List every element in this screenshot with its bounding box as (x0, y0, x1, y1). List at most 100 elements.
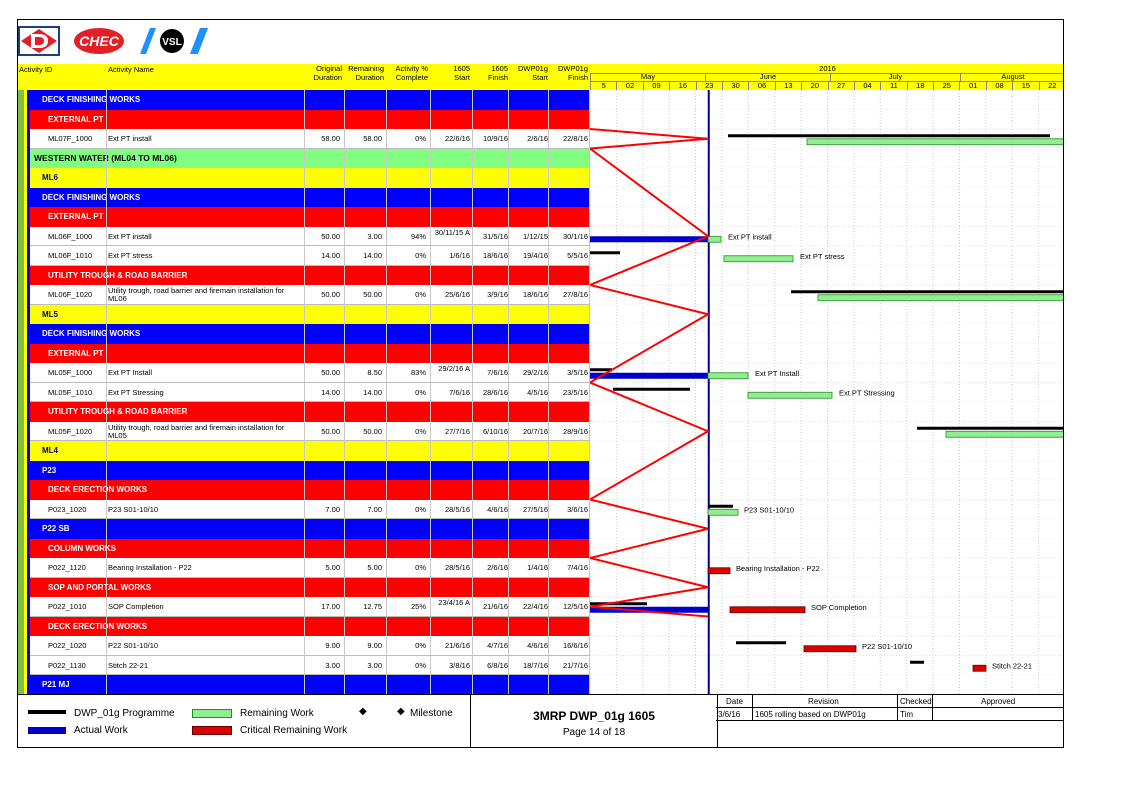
legend-critical-swatch (192, 726, 232, 735)
activity-id-cell: ML05F_1020 (48, 422, 106, 441)
wbs-band-label: EXTERNAL PT (48, 349, 103, 358)
percent-complete-cell: 0% (388, 129, 426, 148)
wbs-band-label: ML4 (42, 446, 58, 455)
col-1605-start[interactable]: 1605 Start (432, 64, 470, 82)
col-activity-name[interactable]: Activity Name (108, 65, 154, 74)
week-label: 23 (696, 81, 722, 90)
gantt-bar (818, 295, 1064, 301)
week-label: 22 (1039, 81, 1064, 90)
col-activity-complete[interactable]: Activity % Complete (388, 64, 428, 82)
activity-id-cell: ML07F_1000 (48, 129, 106, 148)
svg-text:VSL: VSL (162, 37, 181, 48)
col-dwp01g-start[interactable]: DWP01g Start (510, 64, 548, 82)
finish-cell: 18/6/16 (474, 246, 508, 265)
start-cell: 23/4/16 A (430, 599, 470, 607)
rev-revision-header: Revision (808, 697, 839, 706)
rev-checked-header: Checked (900, 697, 932, 706)
original-duration-cell: 7.00 (306, 500, 340, 519)
start-cell: 3/8/16 (430, 656, 470, 675)
week-label: 01 (959, 81, 985, 90)
chec-logo: CHEC (72, 26, 126, 56)
wbs-band-label: P23 (42, 466, 56, 475)
plot-title: 3MRP DWP_01g 1605 (471, 709, 717, 723)
outline-level-stripe (27, 90, 30, 695)
gantt-bar (708, 236, 721, 242)
remaining-duration-cell: 3.00 (346, 656, 382, 675)
activity-id-cell: ML05F_1010 (48, 383, 106, 402)
vsl-logo: VSL (138, 26, 210, 56)
column-separator (386, 90, 387, 695)
remaining-duration-cell: 7.00 (346, 500, 382, 519)
activity-id-cell: ML06F_1000 (48, 227, 106, 246)
start-cell: 1/6/16 (430, 246, 470, 265)
activity-id-cell: P022_1010 (48, 597, 106, 616)
wbs-band-label: DECK FINISHING WORKS (42, 329, 140, 338)
percent-complete-cell: 0% (388, 285, 426, 304)
dwp-start-cell: 4/5/16 (510, 383, 548, 402)
original-duration-cell: 3.00 (306, 656, 340, 675)
svg-text:CHEC: CHEC (79, 33, 120, 49)
legend-remaining-label: Remaining Work (240, 708, 314, 719)
timescale-header: 2016 May June July August 5 02 09 16 23 30 06 13 20… (590, 64, 1064, 90)
dwp-start-cell: 2/6/16 (510, 129, 548, 148)
wbs-band-label: DECK ERECTION WORKS (48, 622, 147, 631)
dwp-start-cell: 4/6/16 (510, 636, 548, 655)
activity-id-cell: P022_1130 (48, 656, 106, 675)
dwp-finish-cell: 7/4/16 (550, 558, 588, 577)
wbs-band-label: UTILITY TROUGH & ROAD BARRIER (48, 271, 187, 280)
gantt-bar (613, 388, 690, 391)
month-label: June (705, 73, 830, 81)
month-label: July (830, 73, 960, 81)
legend-programme-label: DWP_01g Programme (74, 708, 175, 719)
activity-name-cell: P23 S01-10/10 (108, 500, 303, 519)
gantt-bar (910, 661, 924, 664)
d-logo (18, 26, 62, 56)
percent-complete-cell: 0% (388, 500, 426, 519)
remaining-duration-cell: 58.00 (346, 129, 382, 148)
finish-cell: 31/5/16 (474, 227, 508, 246)
rev-checked-value: Tim (900, 710, 913, 719)
remaining-duration-cell: 8.50 (346, 363, 382, 382)
gantt-bar (791, 290, 1064, 293)
gantt-bar (804, 646, 856, 652)
col-activity-id[interactable]: Activity ID (19, 65, 52, 74)
column-separator (106, 90, 107, 695)
title-block: 3MRP DWP_01g 1605 Page 14 of 18 (470, 695, 718, 748)
col-dwp01g-finish[interactable]: DWP01g Finish (550, 64, 588, 82)
gantt-bar-label: Ext PT Stressing (839, 388, 895, 397)
remaining-duration-cell: 3.00 (346, 227, 382, 246)
month-label: May (590, 73, 705, 81)
schedule-sheet: CHEC VSL Activity ID Activity Name Origi… (17, 19, 1064, 748)
percent-complete-cell: 25% (388, 597, 426, 616)
dwp-start-cell: 27/5/16 (510, 500, 548, 519)
dwp-finish-cell: 23/5/16 (550, 383, 588, 402)
month-label: August (960, 73, 1064, 81)
wbs-band-label: DECK ERECTION WORKS (48, 485, 147, 494)
gantt-bar-label: P23 S01-10/10 (744, 505, 794, 514)
percent-complete-cell: 0% (388, 656, 426, 675)
col-1605-finish[interactable]: 1605 Finish (474, 64, 508, 82)
activity-name-cell: Ext PT stress (108, 246, 303, 265)
col-original-duration[interactable]: Original Duration (306, 64, 342, 82)
wbs-band-label: ML5 (42, 310, 58, 319)
start-cell: 29/2/16 A (430, 365, 470, 373)
gantt-bar (590, 373, 708, 379)
week-label: 13 (775, 81, 801, 90)
activity-name-cell: Bearing Installation - P22 (108, 558, 303, 577)
finish-cell: 7/6/16 (474, 363, 508, 382)
original-duration-cell: 17.00 (306, 597, 340, 616)
remaining-duration-cell: 12.75 (346, 597, 382, 616)
gantt-chart: Ext PT installExt PT stressExt PT Instal… (590, 90, 1064, 694)
gantt-bar (590, 236, 708, 242)
col-remaining-duration[interactable]: Remaining Duration (346, 64, 384, 82)
dwp-finish-cell: 3/5/16 (550, 363, 588, 382)
wbs-band-label: DECK FINISHING WORKS (42, 193, 140, 202)
start-cell: 28/5/16 (430, 500, 470, 519)
remaining-duration-cell: 50.00 (346, 285, 382, 304)
activity-name-cell: Utility trough, road barrier and firemai… (108, 424, 303, 440)
legend-programme-swatch (28, 710, 66, 714)
week-label: 30 (722, 81, 748, 90)
week-label: 18 (907, 81, 933, 90)
column-separator (548, 90, 549, 695)
finish-cell: 6/8/16 (474, 656, 508, 675)
